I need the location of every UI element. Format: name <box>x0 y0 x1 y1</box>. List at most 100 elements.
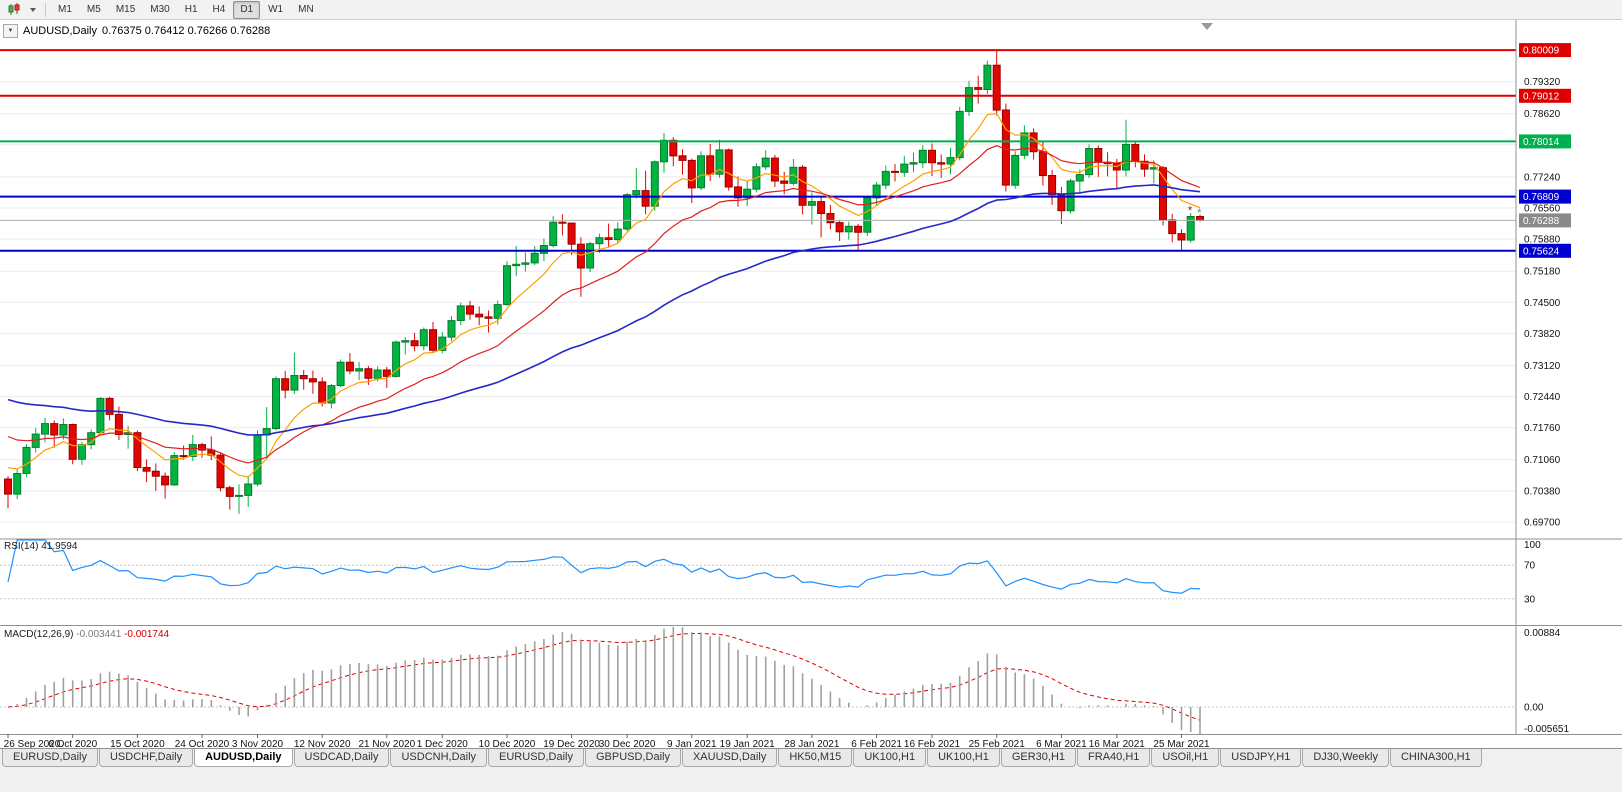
macd-indicator-label: MACD(12,26,9) -0.003441 -0.001744 <box>4 629 169 640</box>
price-axis-labels[interactable]: 0.793200.786200.779400.772400.765600.758… <box>1524 77 1561 528</box>
chart-tab-11-ger30-h1[interactable]: GER30,H1 <box>1000 749 1077 767</box>
chart-tab-14-usdjpy-h1[interactable]: USDJPY,H1 <box>1220 749 1302 767</box>
chart-tab-4-usdcnh-daily[interactable]: USDCNH,Daily <box>390 749 488 767</box>
svg-text:0.71060: 0.71060 <box>1524 455 1561 466</box>
svg-text:19 Dec 2020: 19 Dec 2020 <box>543 739 600 748</box>
chart-tab-2-audusd-daily[interactable]: AUDUSD,Daily <box>194 749 293 767</box>
price-chart-canvas: 0.793200.786200.779400.772400.765600.758… <box>0 20 1622 748</box>
chevron-down-icon <box>30 7 36 12</box>
price-badge-0.80009 <box>1519 43 1571 58</box>
svg-text:6 Feb 2021: 6 Feb 2021 <box>851 739 902 748</box>
svg-text:0.69700: 0.69700 <box>1524 518 1561 529</box>
price-badge-0.75624 <box>1519 243 1571 258</box>
chart-tab-1-usdchf-daily[interactable]: USDCHF,Daily <box>98 749 194 767</box>
svg-text:0.75880: 0.75880 <box>1524 235 1561 246</box>
svg-text:26 Sep 2020: 26 Sep 2020 <box>4 739 61 748</box>
svg-text:0.78620: 0.78620 <box>1524 109 1561 120</box>
trade-marker-icon: * <box>1188 204 1193 218</box>
svg-text:25 Feb 2021: 25 Feb 2021 <box>969 739 1026 748</box>
svg-text:0.80009: 0.80009 <box>1523 46 1560 57</box>
svg-text:0.76809: 0.76809 <box>1523 192 1560 203</box>
timeframe-button-d1[interactable]: D1 <box>233 0 261 19</box>
macd-histogram <box>16 627 1201 734</box>
svg-text:10 Dec 2020: 10 Dec 2020 <box>479 739 536 748</box>
moving-average-20 <box>7 145 1201 464</box>
svg-text:0.73120: 0.73120 <box>1524 361 1561 372</box>
chart-tab-6-gbpusd-daily[interactable]: GBPUSD,Daily <box>585 749 681 767</box>
svg-text:0.79320: 0.79320 <box>1524 77 1561 88</box>
timeframe-button-m30[interactable]: M30 <box>150 4 170 15</box>
trade-marker-icon: * <box>1197 206 1202 220</box>
svg-text:-0.005651: -0.005651 <box>1524 724 1569 735</box>
svg-text:30 Dec 2020: 30 Dec 2020 <box>599 739 656 748</box>
svg-text:3 Nov 2020: 3 Nov 2020 <box>232 739 284 748</box>
svg-text:21 Nov 2020: 21 Nov 2020 <box>358 739 415 748</box>
timeframe-button-h1[interactable]: H1 <box>184 4 198 15</box>
chart-tab-13-usoil-h1[interactable]: USOil,H1 <box>1151 749 1220 767</box>
svg-text:30: 30 <box>1524 594 1536 605</box>
timeframe-button-m1[interactable]: M1 <box>58 4 72 15</box>
one-click-trading-toggle[interactable]: ▼ <box>3 24 18 38</box>
toolbar: M1 M5 M15 M30 H1 H4 D1 W1 MN <box>0 0 1622 20</box>
svg-text:1 Dec 2020: 1 Dec 2020 <box>417 739 469 748</box>
chart-type-button[interactable] <box>3 1 25 19</box>
chart-tab-15-dj30-weekly[interactable]: DJ30,Weekly <box>1302 749 1389 767</box>
svg-text:0.78014: 0.78014 <box>1523 137 1560 148</box>
pane-separators[interactable] <box>0 20 1622 735</box>
macd-pane: 0.00884 0.00 -0.005651 <box>0 628 1569 735</box>
timeframe-button-w1[interactable]: W1 <box>268 4 284 15</box>
svg-text:15 Oct 2020: 15 Oct 2020 <box>110 739 165 748</box>
chart-tab-9-uk100-h1[interactable]: UK100,H1 <box>853 749 927 767</box>
svg-text:16 Feb 2021: 16 Feb 2021 <box>904 739 961 748</box>
chart-tab-3-usdcad-daily[interactable]: USDCAD,Daily <box>293 749 390 767</box>
chart-shift-marker[interactable] <box>1201 23 1213 30</box>
rsi-value: 41.9594 <box>41 541 78 552</box>
candlesticks <box>4 50 1204 514</box>
chart-tab-16-china300-h1[interactable]: CHINA300,H1 <box>1389 749 1482 767</box>
svg-text:0.79012: 0.79012 <box>1523 91 1560 102</box>
timeframe-button-m5[interactable]: M5 <box>86 4 101 15</box>
moving-average-lines <box>7 112 1201 478</box>
chart-tab-12-fra40-h1[interactable]: FRA40,H1 <box>1077 749 1151 767</box>
svg-text:0.75180: 0.75180 <box>1524 267 1561 278</box>
candlestick-chart-icon <box>8 3 20 15</box>
chart-tab-10-uk100-h1[interactable]: UK100,H1 <box>927 749 1000 767</box>
price-badge-0.76288 <box>1519 213 1571 228</box>
chart-tab-5-eurusd-daily[interactable]: EURUSD,Daily <box>488 749 584 767</box>
horizontal-level-lines[interactable] <box>0 49 1516 252</box>
price-badges: 0.80009 0.79012 0.78014 0.76809 0.75624 0.762… <box>1519 43 1571 258</box>
toolbar-separator <box>45 2 46 17</box>
macd-main-value: -0.003441 <box>76 629 122 640</box>
trade-markers: * * <box>1188 204 1202 220</box>
svg-text:70: 70 <box>1524 561 1536 572</box>
svg-text:0.72440: 0.72440 <box>1524 392 1561 403</box>
svg-text:16 Mar 2021: 16 Mar 2021 <box>1089 739 1146 748</box>
chart-tab-bar: EURUSD,Daily USDCHF,Daily AUDUSD,Daily USDC… <box>0 748 1622 792</box>
svg-text:24 Oct 2020: 24 Oct 2020 <box>175 739 230 748</box>
svg-text:25 Mar 2021: 25 Mar 2021 <box>1153 739 1210 748</box>
price-badge-0.76809 <box>1519 189 1571 204</box>
chart-tab-7-xauusd-daily[interactable]: XAUUSD,Daily <box>681 749 778 767</box>
svg-text:0.71760: 0.71760 <box>1524 423 1561 434</box>
ohlc-values: 0.76375 0.76412 0.76266 0.76288 <box>101 25 271 37</box>
svg-text:28 Jan 2021: 28 Jan 2021 <box>784 739 839 748</box>
timeframe-button-m15[interactable]: M15 <box>115 4 136 15</box>
chart-tab-8-hk50-m15[interactable]: HK50,M15 <box>778 749 853 767</box>
chart-tab-0-eurusd-daily[interactable]: EURUSD,Daily <box>2 749 98 767</box>
svg-text:0.73820: 0.73820 <box>1524 329 1561 340</box>
moving-average-8 <box>7 112 1201 478</box>
svg-text:6 Mar 2021: 6 Mar 2021 <box>1036 739 1087 748</box>
timeframe-button-mn[interactable]: MN <box>298 4 314 15</box>
timeframe-button-h4[interactable]: H4 <box>212 4 226 15</box>
macd-signal-value: -0.001744 <box>124 629 170 640</box>
svg-text:0.00: 0.00 <box>1524 703 1544 714</box>
svg-text:0.77240: 0.77240 <box>1524 172 1561 183</box>
svg-text:6 Oct 2020: 6 Oct 2020 <box>48 739 97 748</box>
rsi-name: RSI(14) <box>4 541 39 552</box>
chart-type-dropdown-button[interactable] <box>26 1 40 19</box>
symbol-period-label: AUDUSD,Daily <box>23 25 97 37</box>
svg-text:0.76560: 0.76560 <box>1524 204 1561 215</box>
chart-window[interactable]: 0.793200.786200.779400.772400.765600.758… <box>0 20 1622 748</box>
svg-text:0.00884: 0.00884 <box>1524 628 1561 639</box>
